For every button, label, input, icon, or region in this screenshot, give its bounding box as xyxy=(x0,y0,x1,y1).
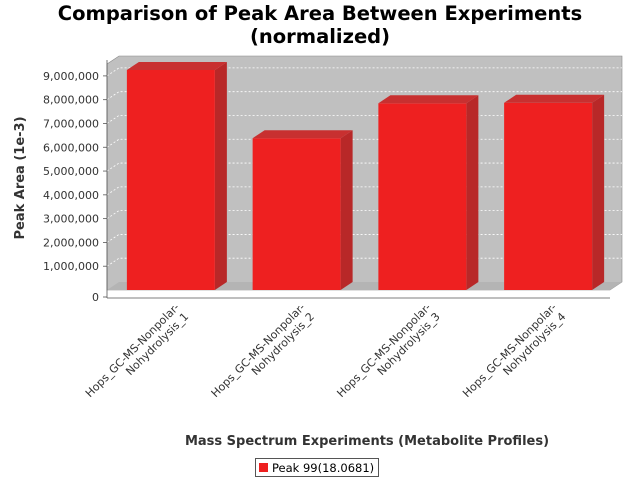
legend-label: Peak 99(18.0681) xyxy=(272,460,375,475)
legend: Peak 99(18.0681) xyxy=(255,458,380,477)
chart-title: Comparison of Peak Area Between Experime… xyxy=(0,2,640,48)
y-tick-label: 3,000,000 xyxy=(43,213,99,226)
x-tick-label: Hops_GC-MS-Nonpolar-Nohydrolysis_1 xyxy=(83,301,191,400)
x-tick-label: Hops_GC-MS-Nonpolar-Nohydrolysis_4 xyxy=(460,301,568,400)
bar-top xyxy=(378,95,479,104)
bar-top xyxy=(504,94,605,103)
bar-side xyxy=(592,94,605,290)
bar-front xyxy=(126,69,215,291)
y-axis-label: Peak Area (1e-3) xyxy=(13,116,28,239)
x-tick-label: Hops_GC-MS-Nonpolar-Nohydrolysis_3 xyxy=(334,301,442,400)
legend-swatch xyxy=(259,463,268,472)
gridline xyxy=(106,67,622,77)
bar xyxy=(126,61,227,291)
y-tick-label: 4,000,000 xyxy=(43,189,99,202)
bar xyxy=(378,95,479,291)
chart-title-line-2: (normalized) xyxy=(249,25,391,48)
x-tick-label-line: Hops_GC-MS-Nonpolar- xyxy=(334,301,433,400)
x-tick-label: Hops_GC-MS-Nonpolar-Nohydrolysis_2 xyxy=(209,301,317,400)
y-tick-labels: 0 1,000,000 2,000,000 3,000,000 4,000,000 5,0… xyxy=(43,70,107,304)
chart-title-line-1: Comparison of Peak Area Between Experime… xyxy=(57,2,583,25)
y-tick-label: 5,000,000 xyxy=(43,165,99,178)
y-tick-label: 6,000,000 xyxy=(43,141,99,154)
x-tick-label-line: Hops_GC-MS-Nonpolar- xyxy=(460,301,559,400)
x-tick-label-line: Hops_GC-MS-Nonpolar- xyxy=(209,301,308,400)
bar-top xyxy=(126,61,227,70)
y-tick-label: 1,000,000 xyxy=(43,260,99,273)
bar-side xyxy=(214,61,227,290)
y-tick-label: 0 xyxy=(92,291,99,304)
y-tick-label: 7,000,000 xyxy=(43,117,99,130)
plot-floor xyxy=(107,282,622,290)
x-axis-label: Mass Spectrum Experiments (Metabolite Pr… xyxy=(185,434,549,449)
plot-area xyxy=(106,55,623,291)
x-tick-labels: Hops_GC-MS-Nonpolar-Nohydrolysis_1 Hops_G… xyxy=(83,301,568,400)
bar-front xyxy=(504,102,593,290)
x-tick-label-line: Hops_GC-MS-Nonpolar- xyxy=(83,301,182,400)
bar-front xyxy=(378,103,467,291)
bars xyxy=(126,61,605,291)
bar-side xyxy=(340,130,353,290)
bar-side xyxy=(466,95,479,291)
bar xyxy=(504,94,605,290)
y-tick-label: 2,000,000 xyxy=(43,236,99,249)
bar-top xyxy=(252,130,353,139)
y-tick-label: 8,000,000 xyxy=(43,94,99,107)
bar xyxy=(252,130,353,290)
gridline xyxy=(106,91,622,101)
bar-front xyxy=(252,138,341,290)
y-tick-label: 9,000,000 xyxy=(43,70,99,83)
